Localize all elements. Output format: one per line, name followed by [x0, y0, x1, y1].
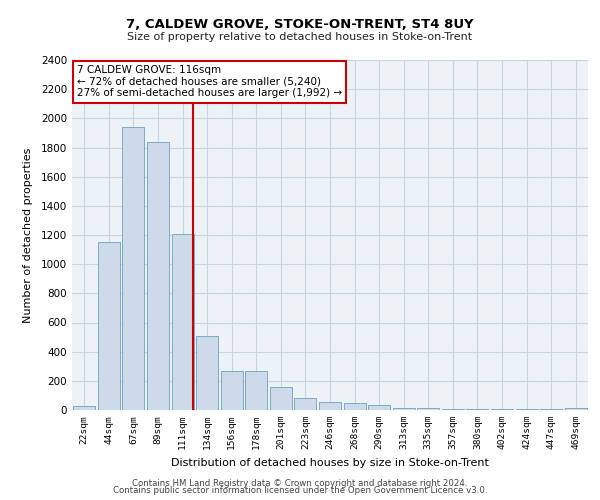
- Bar: [368, 405, 390, 410]
- Bar: [196, 336, 218, 410]
- Bar: [73, 406, 95, 410]
- Bar: [319, 402, 341, 410]
- Bar: [491, 408, 513, 410]
- Bar: [172, 234, 194, 410]
- Bar: [245, 372, 268, 410]
- Bar: [270, 388, 292, 410]
- Bar: [344, 404, 365, 410]
- Bar: [147, 142, 169, 410]
- Text: 7, CALDEW GROVE, STOKE-ON-TRENT, ST4 8UY: 7, CALDEW GROVE, STOKE-ON-TRENT, ST4 8UY: [126, 18, 474, 30]
- Text: 7 CALDEW GROVE: 116sqm
← 72% of detached houses are smaller (5,240)
27% of semi-: 7 CALDEW GROVE: 116sqm ← 72% of detached…: [77, 66, 342, 98]
- Bar: [466, 408, 488, 410]
- X-axis label: Distribution of detached houses by size in Stoke-on-Trent: Distribution of detached houses by size …: [171, 458, 489, 468]
- Bar: [221, 372, 243, 410]
- Bar: [98, 242, 120, 410]
- Bar: [122, 127, 145, 410]
- Bar: [442, 408, 464, 410]
- Text: Size of property relative to detached houses in Stoke-on-Trent: Size of property relative to detached ho…: [127, 32, 473, 42]
- Bar: [565, 408, 587, 410]
- Bar: [392, 408, 415, 410]
- Text: Contains HM Land Registry data © Crown copyright and database right 2024.: Contains HM Land Registry data © Crown c…: [132, 478, 468, 488]
- Y-axis label: Number of detached properties: Number of detached properties: [23, 148, 32, 322]
- Text: Contains public sector information licensed under the Open Government Licence v3: Contains public sector information licen…: [113, 486, 487, 495]
- Bar: [417, 408, 439, 410]
- Bar: [295, 398, 316, 410]
